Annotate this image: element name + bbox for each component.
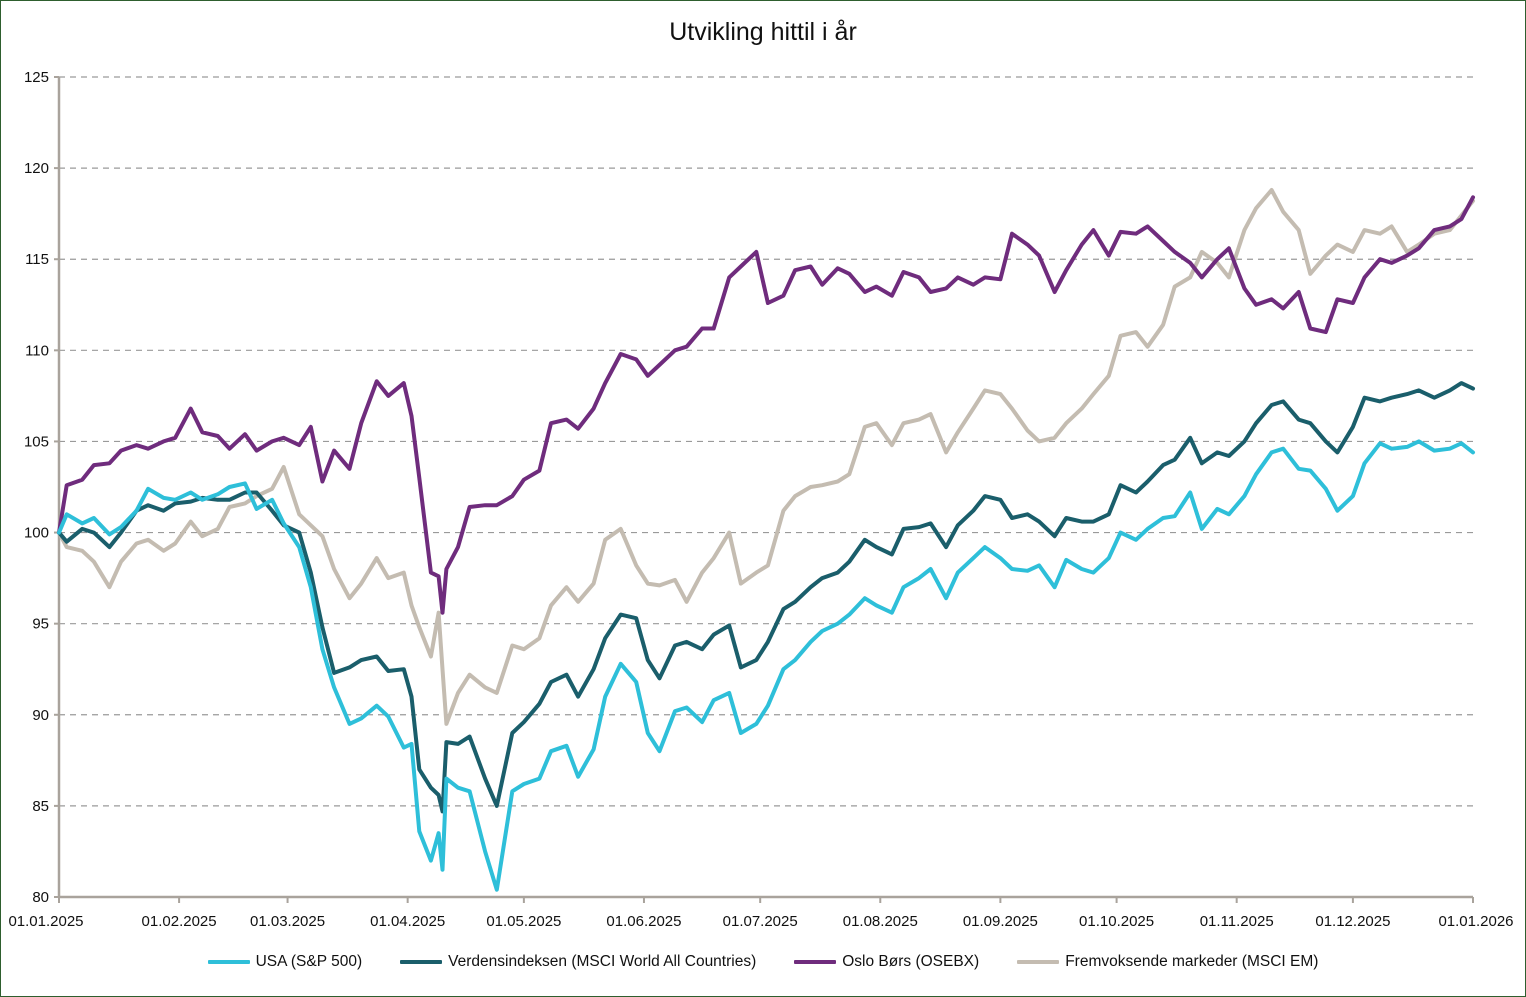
y-tick-label: 120 <box>24 160 49 177</box>
series-line-0 <box>57 439 1475 892</box>
y-tick-label: 90 <box>32 707 49 724</box>
legend-label: USA (S&P 500) <box>255 953 363 970</box>
x-tick-label: 01.02.2025 <box>142 913 217 930</box>
y-tick-label: 110 <box>25 342 49 359</box>
legend-item: USA (S&P 500) <box>207 953 363 971</box>
legend-swatch <box>207 960 250 964</box>
legend-label: Verdensindeksen (MSCI World All Countrie… <box>448 953 757 970</box>
x-tick-label: 01.11.2025 <box>1200 913 1274 930</box>
y-tick-label: 95 <box>32 616 49 633</box>
x-tick-label: 01.03.2025 <box>250 913 325 930</box>
legend-label: Fremvoksende markeder (MSCI EM) <box>1065 953 1319 970</box>
x-tick-label: 01.08.2025 <box>843 913 918 930</box>
gridlines: 80 85 90 95 100 105 110 115 120 125 <box>24 69 1473 906</box>
y-tick-label: 125 <box>24 69 49 86</box>
chart-legend: USA (S&P 500) Verdensindeksen (MSCI World… <box>0 953 1526 971</box>
legend-swatch <box>794 960 837 964</box>
chart-title: Utvikling hittil i år <box>669 18 857 46</box>
x-tick-label: 01.01.2025 <box>8 913 83 930</box>
series-lines <box>57 188 1475 892</box>
y-tick-label: 80 <box>32 889 49 906</box>
legend-swatch <box>400 960 443 964</box>
legend-item: Verdensindeksen (MSCI World All Countrie… <box>400 953 756 971</box>
legend-item: Fremvoksende markeder (MSCI EM) <box>1017 953 1318 971</box>
x-axis-ticks: 01.01.2025 01.02.2025 01.03.2025 01.04.2025… <box>8 897 1514 930</box>
x-tick-label: 01.04.2025 <box>370 913 445 930</box>
y-tick-label: 105 <box>24 433 49 450</box>
x-tick-label: 01.09.2025 <box>963 913 1038 930</box>
x-tick-label: 01.01.2026 <box>1438 913 1513 930</box>
legend-item: Oslo Børs (OSEBX) <box>794 953 979 971</box>
x-tick-label: 01.05.2025 <box>486 913 561 930</box>
legend-label: Oslo Børs (OSEBX) <box>842 953 980 970</box>
series-line-3 <box>57 188 1475 726</box>
y-tick-label: 85 <box>32 798 49 815</box>
x-tick-label: 01.10.2025 <box>1079 913 1154 930</box>
x-tick-label: 01.12.2025 <box>1315 913 1390 930</box>
y-tick-label: 115 <box>25 251 49 268</box>
x-tick-label: 01.06.2025 <box>606 913 681 930</box>
x-tick-label: 01.07.2025 <box>723 913 798 930</box>
series-line-1 <box>57 381 1475 814</box>
legend-swatch <box>1017 960 1060 964</box>
series-line-2 <box>57 195 1475 615</box>
y-tick-label: 100 <box>24 525 49 542</box>
